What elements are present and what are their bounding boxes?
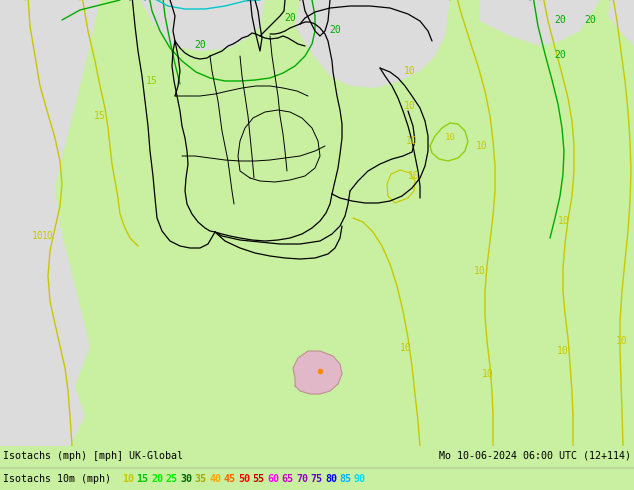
Text: 20: 20 bbox=[151, 474, 163, 484]
Text: 10: 10 bbox=[32, 231, 44, 241]
Text: 35: 35 bbox=[195, 474, 207, 484]
Text: 10: 10 bbox=[408, 171, 420, 181]
Text: 25: 25 bbox=[165, 474, 178, 484]
Text: 80: 80 bbox=[325, 474, 337, 484]
Text: 40: 40 bbox=[209, 474, 221, 484]
Text: 15: 15 bbox=[94, 111, 106, 121]
Text: Mo 10-06-2024 06:00 UTC (12+114): Mo 10-06-2024 06:00 UTC (12+114) bbox=[439, 451, 631, 461]
Text: 10: 10 bbox=[444, 133, 455, 143]
Text: 50: 50 bbox=[238, 474, 250, 484]
Text: 10: 10 bbox=[482, 369, 494, 379]
Text: 20: 20 bbox=[584, 15, 596, 25]
Text: 10: 10 bbox=[476, 141, 488, 151]
Text: 20: 20 bbox=[329, 25, 341, 35]
Text: 20: 20 bbox=[554, 15, 566, 25]
Text: 15: 15 bbox=[136, 474, 148, 484]
Text: 70: 70 bbox=[296, 474, 308, 484]
Text: 20: 20 bbox=[194, 40, 206, 50]
Text: 30: 30 bbox=[180, 474, 192, 484]
Text: 10: 10 bbox=[404, 66, 416, 76]
Text: 10: 10 bbox=[558, 216, 570, 226]
Text: 10: 10 bbox=[616, 336, 628, 346]
Text: 10: 10 bbox=[42, 231, 54, 241]
Text: 10: 10 bbox=[474, 266, 486, 276]
Text: 15: 15 bbox=[146, 76, 158, 86]
Text: 10: 10 bbox=[406, 136, 418, 146]
Text: 20: 20 bbox=[554, 50, 566, 60]
Text: 75: 75 bbox=[311, 474, 323, 484]
Text: 10: 10 bbox=[404, 101, 416, 111]
Text: Isotachs (mph) [mph] UK-Global: Isotachs (mph) [mph] UK-Global bbox=[3, 451, 183, 461]
Text: 20: 20 bbox=[284, 13, 296, 23]
Text: 85: 85 bbox=[339, 474, 351, 484]
Text: 45: 45 bbox=[224, 474, 235, 484]
Text: 10: 10 bbox=[557, 346, 569, 356]
Text: 55: 55 bbox=[252, 474, 264, 484]
Text: 65: 65 bbox=[281, 474, 294, 484]
Text: 60: 60 bbox=[267, 474, 279, 484]
Text: 10: 10 bbox=[400, 343, 412, 353]
Text: 90: 90 bbox=[354, 474, 366, 484]
Text: 10: 10 bbox=[122, 474, 134, 484]
Text: Isotachs 10m (mph): Isotachs 10m (mph) bbox=[3, 474, 111, 484]
